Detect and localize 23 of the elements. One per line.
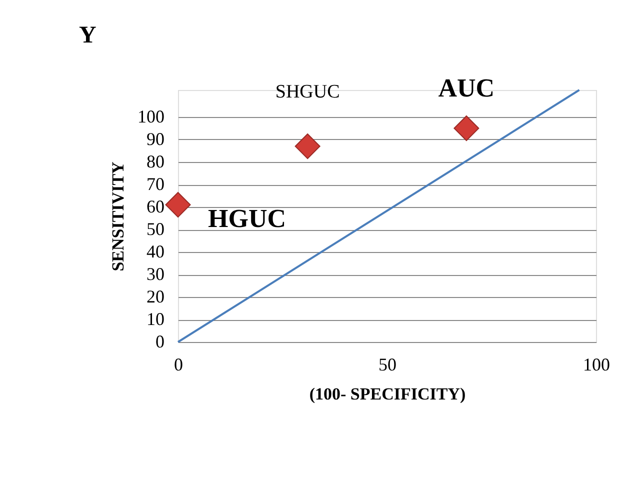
- x-tick-label: 0: [174, 354, 183, 374]
- y-tick-label: 80: [146, 152, 164, 172]
- point: [165, 192, 191, 218]
- chart-title: Y: [79, 22, 96, 48]
- x-tick-label: 50: [378, 354, 396, 374]
- y-axis-title: SENSITIVITY: [108, 162, 128, 272]
- annotation: HGUC: [208, 204, 286, 233]
- y-tick-label: 30: [146, 264, 164, 284]
- y-tick-label: 20: [146, 286, 164, 306]
- y-tick-label: 40: [146, 242, 164, 262]
- y-tick-label: 100: [138, 106, 164, 126]
- x-tick-label: 100: [583, 354, 610, 374]
- x-axis-title: (100- SPECIFICITY): [309, 384, 466, 404]
- y-tick-label: 10: [146, 309, 164, 329]
- y-tick-label: 0: [156, 332, 164, 352]
- point: [454, 116, 480, 141]
- y-tick-label: 60: [146, 196, 164, 216]
- annotation: SHGUC: [275, 81, 340, 102]
- y-tick-label: 90: [146, 129, 164, 149]
- annotation: AUC: [438, 73, 495, 102]
- point: [294, 134, 320, 159]
- y-tick-label: 50: [146, 219, 164, 239]
- y-tick-label: 70: [146, 174, 164, 194]
